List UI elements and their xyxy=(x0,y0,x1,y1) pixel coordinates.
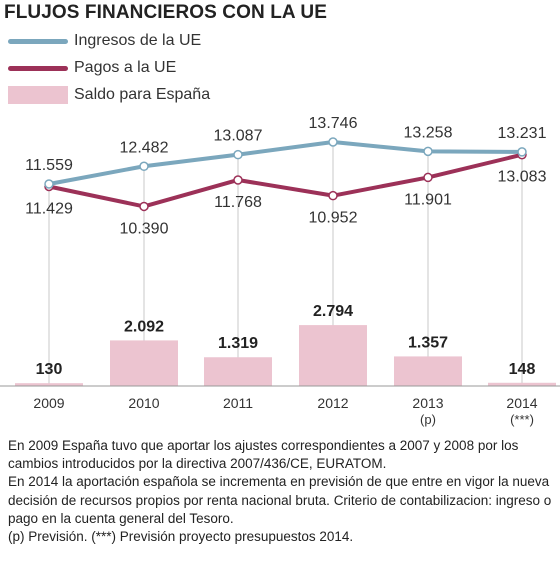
legend-label-ingresos: Ingresos de la UE xyxy=(74,32,202,49)
line-ingresos xyxy=(48,140,523,186)
legend-item-pagos: Pagos a la UE xyxy=(8,57,176,79)
data-label-pagos: 10.952 xyxy=(309,210,358,227)
point-ingresos xyxy=(139,161,149,172)
legend-swatch-pagos xyxy=(8,65,68,71)
data-label-saldo: 130 xyxy=(36,361,63,378)
point-pagos xyxy=(328,190,338,201)
legend-item-saldo: Saldo para España xyxy=(8,84,210,106)
data-label-saldo: 148 xyxy=(509,361,536,378)
bar-saldo xyxy=(15,383,83,386)
footnotes: En 2009 España tuvo que aportar los ajus… xyxy=(8,437,556,546)
bar-saldo xyxy=(299,325,367,386)
data-label-pagos: 10.390 xyxy=(120,220,169,237)
footnote-legend: (p) Previsión. (***) Previsión proyecto … xyxy=(8,529,354,545)
data-label-pagos: 13.083 xyxy=(498,169,547,186)
legend-swatch-ingresos xyxy=(8,38,68,44)
point-ingresos xyxy=(44,179,54,189)
data-label-saldo: 2.092 xyxy=(124,318,164,335)
data-label-ingresos: 13.258 xyxy=(404,124,453,141)
x-tick-sublabel: (***) xyxy=(510,412,534,427)
data-label-saldo: 1.319 xyxy=(218,335,258,352)
point-ingresos xyxy=(517,147,527,157)
data-label-pagos: 11.768 xyxy=(214,194,262,211)
x-tick-label: 2010 xyxy=(128,395,159,411)
data-label-saldo: 1.357 xyxy=(408,334,448,351)
bar-saldo xyxy=(204,357,272,386)
x-tick-label: 2011 xyxy=(223,395,253,411)
legend-label-pagos: Pagos a la UE xyxy=(74,59,177,76)
legend-item-ingresos: Ingresos de la UE xyxy=(8,30,201,52)
legend-swatch-saldo xyxy=(8,86,68,104)
x-tick-label: 2014 xyxy=(506,395,537,411)
footnote-2014: En 2014 la aportación española se increm… xyxy=(8,474,552,526)
data-label-ingresos: 11.559 xyxy=(25,157,73,174)
point-ingresos xyxy=(328,137,338,147)
data-label-ingresos: 13.087 xyxy=(214,128,263,145)
point-pagos xyxy=(233,175,243,185)
line-pagos xyxy=(48,152,523,209)
point-ingresos xyxy=(423,146,433,157)
data-label-pagos: 11.429 xyxy=(25,200,73,217)
data-label-pagos: 11.901 xyxy=(404,191,452,208)
bar-saldo xyxy=(110,340,178,386)
data-label-ingresos: 13.746 xyxy=(309,115,358,132)
data-label-ingresos: 13.231 xyxy=(498,125,547,142)
x-tick-label: 2012 xyxy=(317,395,348,411)
x-tick-sublabel: (p) xyxy=(420,412,436,427)
x-tick-label: 2009 xyxy=(33,395,64,411)
data-label-saldo: 2.794 xyxy=(313,303,353,320)
point-pagos xyxy=(139,201,149,212)
footnote-2009: En 2009 España tuvo que aportar los ajus… xyxy=(8,438,519,472)
x-tick-label: 2013 xyxy=(412,395,443,411)
chart-title: FLUJOS FINANCIEROS CON LA UE xyxy=(4,2,327,23)
point-ingresos xyxy=(233,149,243,160)
bar-saldo xyxy=(488,382,556,386)
chart-plot: 11.559 12.482 13.087 13.746 13.258 13.231 11.4… xyxy=(0,115,560,427)
bar-saldo xyxy=(394,356,462,386)
legend-label-saldo: Saldo para España xyxy=(74,86,211,103)
point-pagos xyxy=(423,172,433,183)
data-label-ingresos: 12.482 xyxy=(120,139,169,156)
